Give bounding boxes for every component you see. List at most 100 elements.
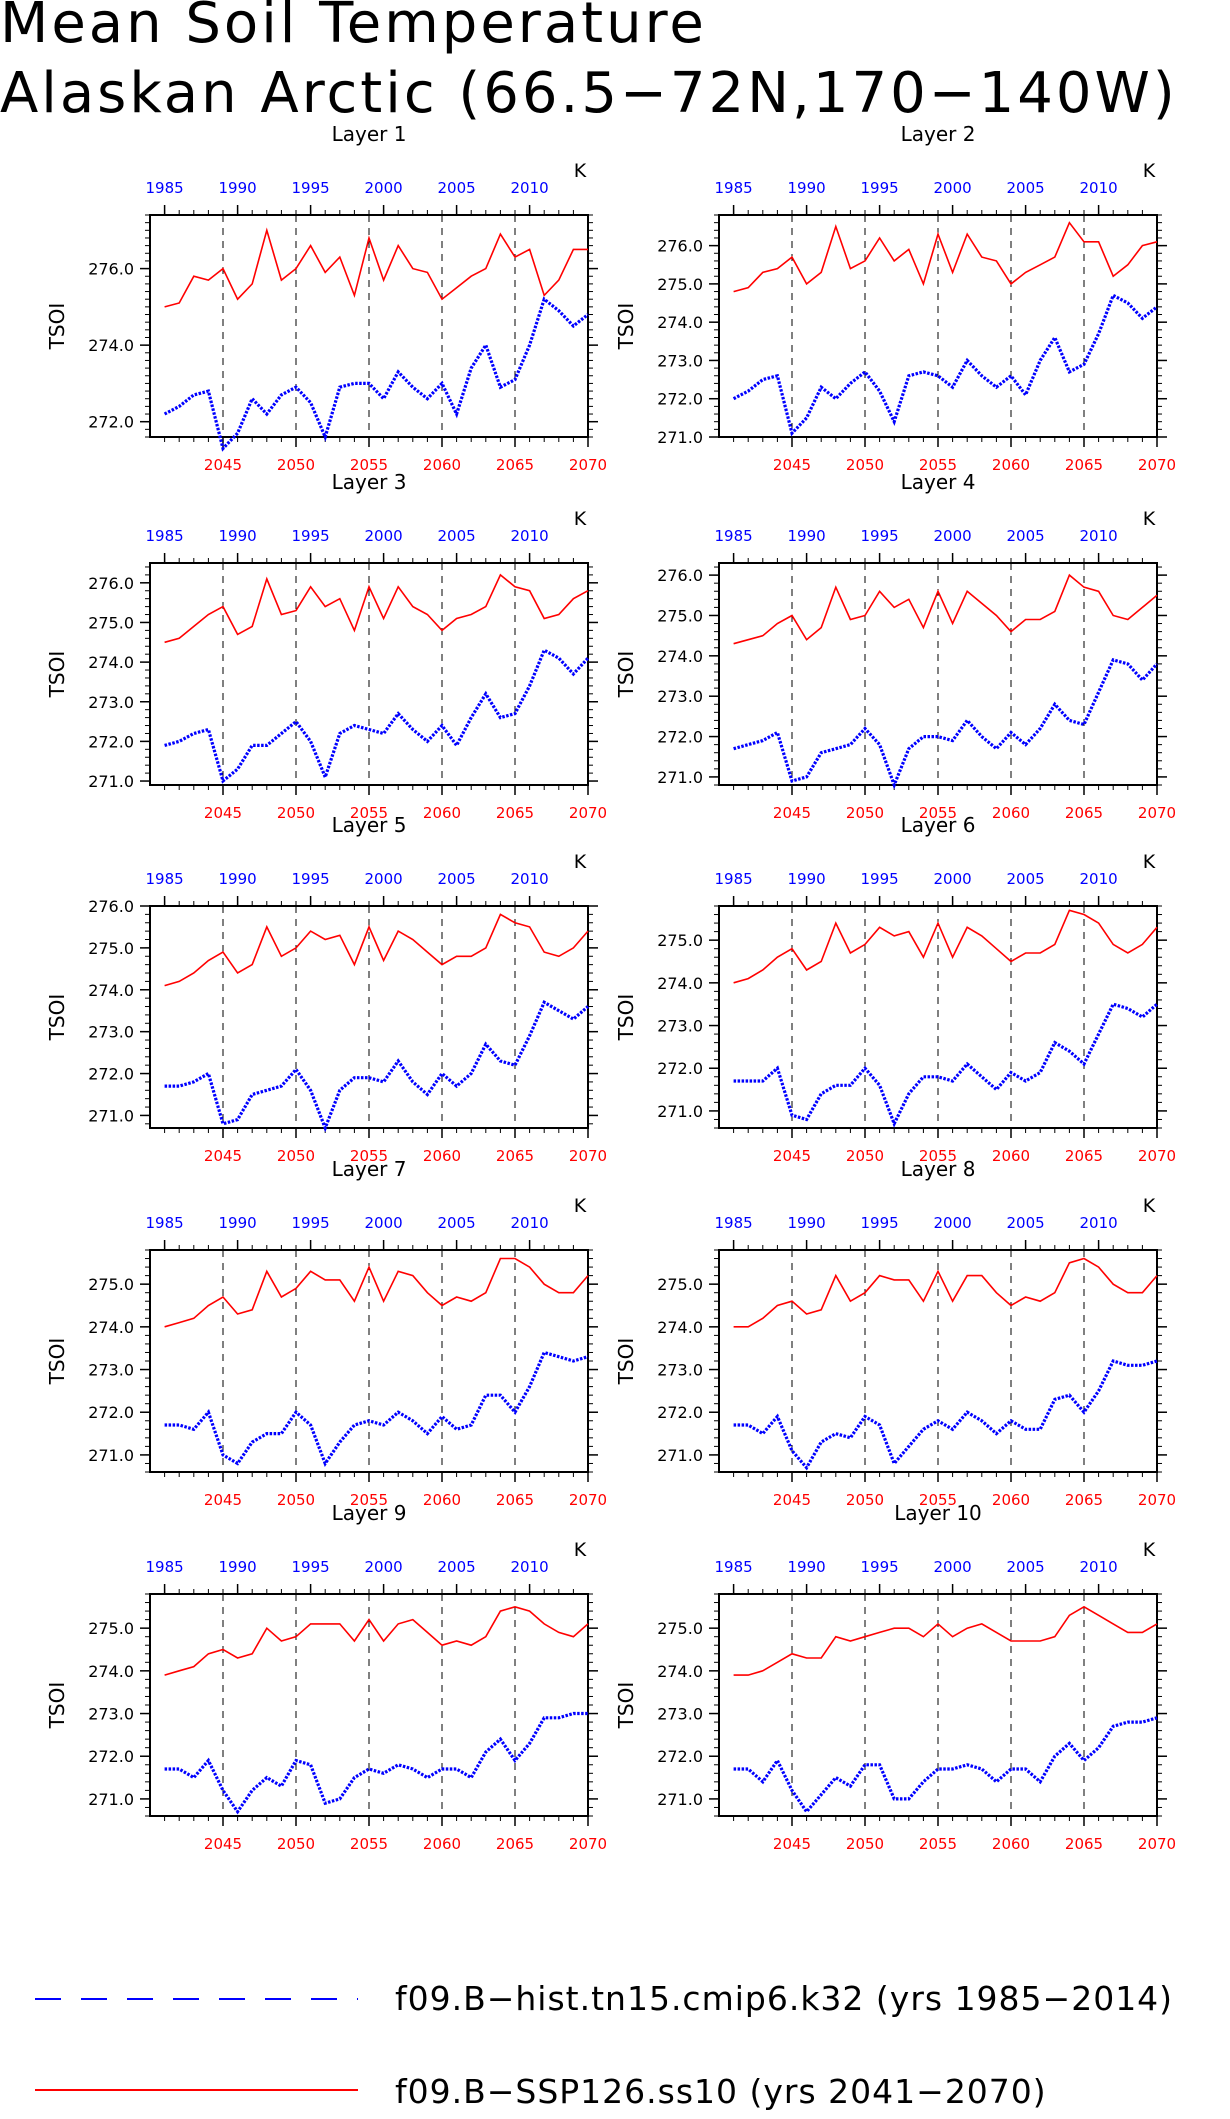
y-axis-label: TSOI <box>614 1338 638 1386</box>
top-axis-tick-label: 2010 <box>511 1214 549 1232</box>
bottom-axis-tick-label: 2055 <box>350 1147 388 1165</box>
bottom-axis-tick-label: 2065 <box>1065 1835 1103 1853</box>
y-tick-label: 272.0 <box>88 732 134 751</box>
bottom-axis-tick-label: 2065 <box>496 1491 534 1509</box>
y-tick-label: 275.0 <box>657 1619 703 1638</box>
units-label: K <box>574 1539 587 1561</box>
layer-panel: Layer 8 K TSOI 2045 2050 2055 2060 2065 2070 1985… <box>614 1157 1176 1509</box>
ssp-series-line <box>164 913 589 987</box>
layer-panel: Layer 3 K TSOI 2045 2050 2055 2060 2065 2070 1985… <box>45 470 607 822</box>
top-axis-tick-label: 1995 <box>861 527 899 545</box>
units-label: K <box>1143 160 1156 182</box>
top-axis-tick-label: 2010 <box>511 179 549 197</box>
top-axis-tick-label: 1990 <box>788 527 826 545</box>
y-tick-label: 274.0 <box>88 653 134 672</box>
bottom-axis-tick-label: 2060 <box>423 1835 461 1853</box>
layer-panel: Layer 6 K TSOI 2045 2050 2055 2060 2065 2070 1985… <box>614 813 1176 1165</box>
y-tick-label: 272.0 <box>88 1403 134 1422</box>
panel-title: Layer 1 <box>332 122 407 146</box>
bottom-axis-tick-label: 2055 <box>919 804 957 822</box>
bottom-axis-tick-label: 2045 <box>204 1147 242 1165</box>
ssp-series-line <box>733 221 1158 293</box>
y-tick-label: 275.0 <box>657 606 703 625</box>
bottom-axis-tick-label: 2050 <box>277 456 315 474</box>
top-axis-tick-label: 1995 <box>292 179 330 197</box>
bottom-axis-tick-label: 2070 <box>569 1491 607 1509</box>
legend-hist-label: f09.B−hist.tn15.cmip6.k32 (yrs 1985−2014… <box>395 1979 1173 2018</box>
top-axis-tick-label: 1990 <box>219 870 257 888</box>
y-tick-label: 276.0 <box>657 237 703 256</box>
y-tick-label: 275.0 <box>657 275 703 294</box>
ssp-series-line <box>733 909 1158 984</box>
top-axis-tick-label: 2010 <box>1080 527 1118 545</box>
y-tick-label: 274.0 <box>88 981 134 1000</box>
layer-panel: Layer 4 K TSOI 2045 2050 2055 2060 2065 2070 1985… <box>614 470 1176 822</box>
top-axis-tick-label: 2010 <box>511 1558 549 1576</box>
bottom-axis-tick-label: 2065 <box>1065 1147 1103 1165</box>
y-tick-label: 275.0 <box>88 1619 134 1638</box>
bottom-axis-tick-label: 2050 <box>277 1835 315 1853</box>
bottom-axis-tick-label: 2055 <box>919 1491 957 1509</box>
y-axis-label: TSOI <box>614 1682 638 1730</box>
panel-title: Layer 9 <box>332 1501 407 1525</box>
y-tick-label: 274.0 <box>657 647 703 666</box>
layer-panel: Layer 2 K TSOI 2045 2050 2055 2060 2065 2070 1985… <box>614 122 1176 474</box>
top-axis-tick-label: 2005 <box>438 870 476 888</box>
y-tick-label: 272.0 <box>88 1747 134 1766</box>
top-axis-tick-label: 1985 <box>146 870 184 888</box>
top-axis-tick-label: 2005 <box>1007 1214 1045 1232</box>
top-axis-tick-label: 1995 <box>861 1558 899 1576</box>
legend-ssp-label: f09.B−SSP126.ss10 (yrs 2041−2070) <box>395 2072 1047 2111</box>
y-tick-label: 273.0 <box>88 1705 134 1724</box>
y-tick-label: 272.0 <box>657 1747 703 1766</box>
top-axis-tick-label: 2010 <box>1080 870 1118 888</box>
panel-title: Layer 4 <box>901 470 976 494</box>
panel-title: Layer 6 <box>901 813 976 837</box>
top-axis-tick-label: 1995 <box>292 527 330 545</box>
y-axis-label: TSOI <box>45 303 69 351</box>
y-tick-label: 274.0 <box>657 1318 703 1337</box>
ssp-series-line <box>164 1605 589 1676</box>
bottom-axis-tick-label: 2065 <box>1065 804 1103 822</box>
top-axis-tick-label: 2000 <box>365 179 403 197</box>
y-tick-label: 273.0 <box>657 1017 703 1036</box>
bottom-axis-tick-label: 2065 <box>496 1835 534 1853</box>
legend: f09.B−hist.tn15.cmip6.k32 (yrs 1985−2014… <box>35 1979 1173 2111</box>
y-tick-label: 274.0 <box>88 1318 134 1337</box>
units-label: K <box>574 160 587 182</box>
bottom-axis-tick-label: 2055 <box>919 456 957 474</box>
top-axis-tick-label: 2005 <box>438 179 476 197</box>
y-tick-label: 276.0 <box>88 260 134 279</box>
y-axis-label: TSOI <box>614 303 638 351</box>
y-tick-label: 274.0 <box>88 1662 134 1681</box>
y-tick-label: 275.0 <box>88 1275 134 1294</box>
y-tick-label: 271.0 <box>88 1446 134 1465</box>
top-axis-tick-label: 1985 <box>146 1558 184 1576</box>
top-axis-tick-label: 2010 <box>1080 179 1118 197</box>
y-tick-label: 272.0 <box>88 1065 134 1084</box>
y-tick-label: 276.0 <box>657 566 703 585</box>
y-tick-label: 272.0 <box>657 1059 703 1078</box>
bottom-axis-tick-label: 2050 <box>846 804 884 822</box>
y-tick-label: 271.0 <box>657 1790 703 1809</box>
top-axis-tick-label: 2000 <box>934 870 972 888</box>
top-axis-tick-label: 1990 <box>788 1214 826 1232</box>
bottom-axis-tick-label: 2055 <box>919 1835 957 1853</box>
bottom-axis-tick-label: 2050 <box>846 456 884 474</box>
bottom-axis-tick-label: 2070 <box>569 1835 607 1853</box>
top-axis-tick-label: 1985 <box>146 179 184 197</box>
top-axis-tick-label: 2010 <box>1080 1214 1118 1232</box>
bottom-axis-tick-label: 2060 <box>992 1491 1030 1509</box>
units-label: K <box>1143 508 1156 530</box>
figure-title-line-1: Mean Soil Temperature <box>0 0 707 56</box>
bottom-axis-tick-label: 2065 <box>496 456 534 474</box>
y-tick-label: 273.0 <box>657 687 703 706</box>
top-axis-tick-label: 1985 <box>715 179 753 197</box>
bottom-axis-tick-label: 2070 <box>1138 1835 1176 1853</box>
bottom-axis-tick-label: 2065 <box>1065 1491 1103 1509</box>
bottom-axis-tick-label: 2060 <box>423 1491 461 1509</box>
y-tick-label: 273.0 <box>657 1705 703 1724</box>
bottom-axis-tick-label: 2055 <box>350 804 388 822</box>
bottom-axis-tick-label: 2065 <box>496 1147 534 1165</box>
